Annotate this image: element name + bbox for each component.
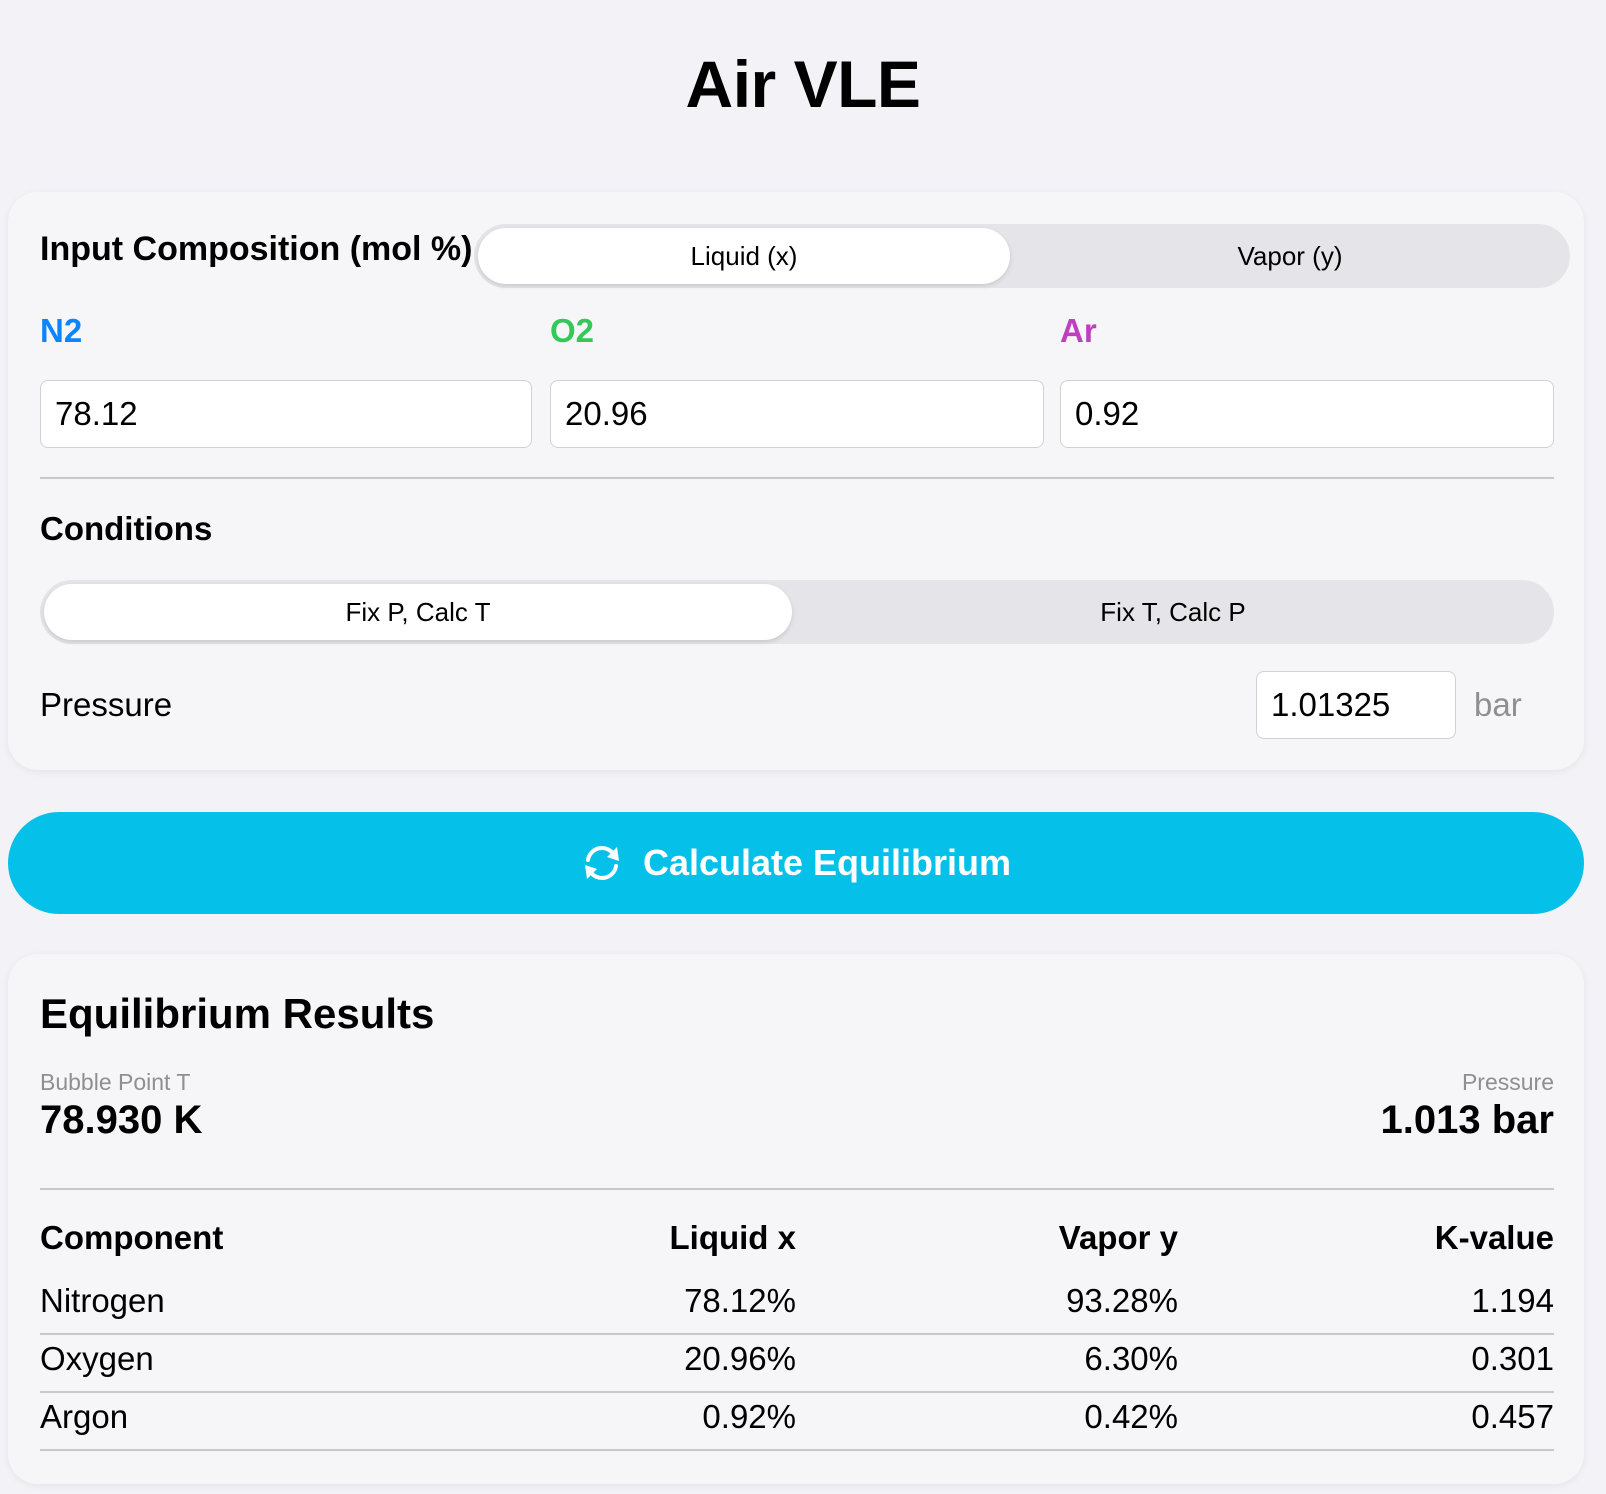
column-header-liquid: Liquid x (669, 1219, 797, 1256)
calculate-button-label: Calculate Equilibrium (642, 842, 1012, 883)
row-argon-vapor: 0.42% (1084, 1398, 1178, 1435)
results-heading: Equilibrium Results (40, 990, 435, 1037)
n2-input[interactable]: 78.12 (40, 380, 532, 448)
row-argon-liquid: 0.92% (702, 1398, 796, 1435)
phase-segmented-control: Liquid (x) Vapor (y) (474, 224, 1570, 288)
o2-input[interactable]: 20.96 (550, 380, 1044, 448)
bubble-point-label: Bubble Point T (40, 1069, 191, 1095)
phase-option-vapor[interactable]: Vapor (y) (1237, 240, 1343, 271)
calculate-equilibrium-button[interactable]: Calculate Equilibrium (8, 812, 1584, 914)
row-oxygen-vapor: 6.30% (1084, 1340, 1178, 1377)
ar-label: Ar (1060, 312, 1097, 349)
row-argon-k: 0.457 (1471, 1398, 1554, 1435)
column-header-component: Component (40, 1219, 224, 1256)
row-oxygen-component: Oxygen (40, 1340, 154, 1377)
column-header-vapor: Vapor y (1058, 1219, 1178, 1256)
row-argon-component: Argon (40, 1398, 129, 1435)
n2-label: N2 (40, 312, 83, 349)
row-oxygen-liquid: 20.96% (684, 1340, 796, 1377)
divider (40, 477, 1554, 479)
ar-input[interactable]: 0.92 (1060, 380, 1554, 448)
o2-label: O2 (550, 312, 595, 349)
row-divider (40, 1391, 1554, 1393)
input-card: Input Composition (mol %) Liquid (x) Vap… (8, 192, 1584, 770)
mode-option-fix-p[interactable]: Fix P, Calc T (44, 584, 792, 640)
row-oxygen-k: 0.301 (1471, 1340, 1554, 1377)
row-nitrogen-vapor: 93.28% (1066, 1282, 1178, 1319)
phase-option-liquid[interactable]: Liquid (x) (478, 228, 1010, 284)
row-divider (40, 1333, 1554, 1335)
divider (40, 1188, 1554, 1190)
input-composition-heading: Input Composition (mol %) (40, 230, 473, 268)
row-divider (40, 1449, 1554, 1451)
mode-option-fix-t[interactable]: Fix T, Calc P (1100, 596, 1246, 627)
row-nitrogen-k: 1.194 (1471, 1282, 1554, 1319)
refresh-icon (584, 845, 619, 881)
bubble-point-value: 78.930 K (40, 1098, 203, 1142)
row-nitrogen-liquid: 78.12% (684, 1282, 796, 1319)
pressure-label: Pressure (40, 686, 173, 723)
result-pressure-label: Pressure (1461, 1069, 1554, 1095)
page-title: Air VLE (685, 47, 921, 121)
results-card: Equilibrium Results Bubble Point T 78.93… (8, 954, 1584, 1484)
column-header-k-value: K-value (1434, 1219, 1554, 1256)
row-nitrogen-component: Nitrogen (40, 1282, 165, 1319)
pressure-input[interactable]: 1.01325 (1256, 671, 1456, 739)
conditions-heading: Conditions (40, 510, 213, 547)
pressure-unit: bar (1474, 686, 1522, 723)
mode-segmented-control: Fix P, Calc T Fix T, Calc P (40, 580, 1554, 644)
result-pressure-value: 1.013 bar (1380, 1098, 1554, 1142)
